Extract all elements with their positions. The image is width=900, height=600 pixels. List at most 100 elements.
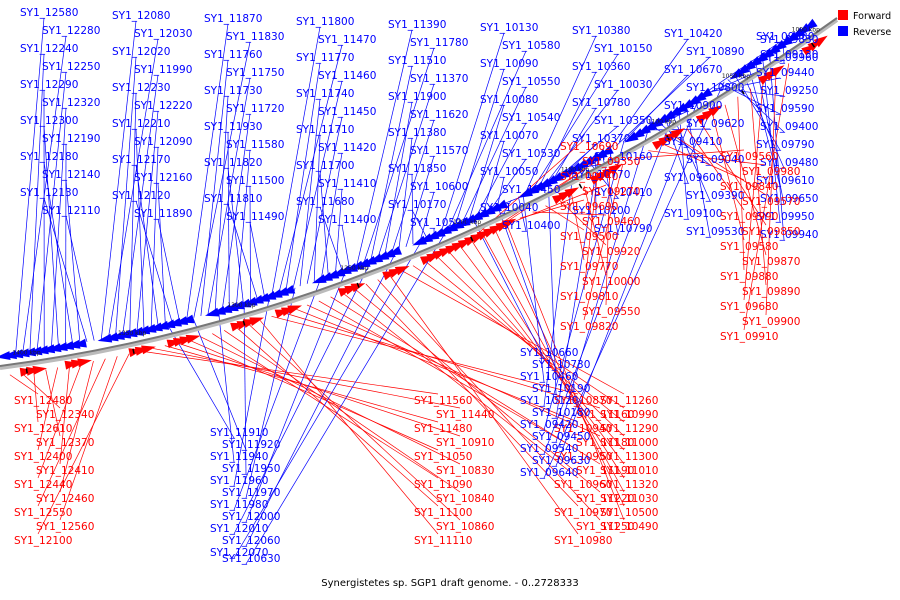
leader-line xyxy=(468,104,505,220)
leader-line xyxy=(135,200,173,324)
gene-label: SY1_10500 xyxy=(600,507,658,519)
gene-label: SY1_10830 xyxy=(436,465,494,477)
reverse-gene-arrow xyxy=(368,253,384,263)
gene-label: SY1_09850 xyxy=(742,226,800,238)
leader-line xyxy=(245,269,347,523)
gene-label: SY1_09440 xyxy=(756,67,814,79)
gene-label: SY1_09450 xyxy=(532,431,590,443)
gene-label: SY1_09820 xyxy=(560,321,618,333)
scale-tick-label: 1050 kbp xyxy=(722,73,750,80)
reverse-gene-arrow xyxy=(449,219,465,230)
leader-line xyxy=(214,95,229,313)
leader-line xyxy=(236,149,251,307)
gene-label: SY1_10030 xyxy=(594,79,652,91)
forward-gene-arrow xyxy=(141,345,156,355)
leader-line xyxy=(475,122,527,217)
gene-label: SY1_09270 xyxy=(582,186,640,198)
reverse-gene-arrow xyxy=(456,216,471,227)
gene-label: SY1_12220 xyxy=(134,100,192,112)
reverse-gene-arrow xyxy=(530,181,546,192)
leader-line xyxy=(482,140,505,214)
gene-label: SY1_10400 xyxy=(502,220,560,232)
gene-label: SY1_09770 xyxy=(560,261,618,273)
scale-tick-mark xyxy=(242,320,246,326)
leader-line xyxy=(685,105,711,238)
gene-label: SY1_12110 xyxy=(42,205,100,217)
reverse-gene-arrow xyxy=(2,350,17,360)
gene-label: SY1_12230 xyxy=(112,82,170,94)
gene-label: SY1_09410 xyxy=(664,136,722,148)
reverse-gene-arrow xyxy=(179,314,195,324)
gene-label: SY1_09350 xyxy=(582,156,640,168)
leader-line xyxy=(341,224,350,269)
reverse-gene-arrow xyxy=(116,329,132,339)
leader-line xyxy=(283,312,601,409)
gene-label: SY1_09870 xyxy=(742,256,800,268)
gene-label: SY1_11720 xyxy=(226,103,284,115)
gene-label: SY1_12320 xyxy=(42,97,100,109)
gene-label: SY1_10120 xyxy=(520,395,578,407)
leader-line xyxy=(506,184,607,225)
leader-line xyxy=(319,170,329,277)
leader-line xyxy=(249,221,266,298)
gene-label: SY1_10910 xyxy=(436,437,494,449)
gene-label: SY1_10410 xyxy=(594,187,652,199)
scale-tick-label: 1400 kbp xyxy=(12,350,40,357)
reverse-gene-arrow xyxy=(40,344,56,354)
gene-label: SY1_10490 xyxy=(600,521,658,533)
leader-line xyxy=(320,152,343,279)
reverse-gene-arrow xyxy=(487,202,502,213)
gene-label: SY1_11890 xyxy=(134,208,192,220)
leader-line xyxy=(249,185,251,302)
gene-label: SY1_11440 xyxy=(436,409,494,421)
reverse-gene-arrow xyxy=(524,184,540,195)
gene-label: SY1_09600 xyxy=(664,172,722,184)
leader-line xyxy=(218,311,235,463)
gene-label: SY1_09570 xyxy=(742,196,800,208)
gene-label: SY1_12180 xyxy=(20,151,78,163)
gene-label: SY1_11710 xyxy=(296,124,354,136)
gene-label: SY1_10420 xyxy=(664,28,722,40)
gene-label: SY1_10840 xyxy=(436,493,494,505)
leader-line xyxy=(227,131,230,309)
leader-line xyxy=(318,300,579,451)
leader-line xyxy=(711,112,745,241)
leader-line xyxy=(29,53,45,352)
leader-line xyxy=(506,224,625,521)
gene-label: SY1_10550 xyxy=(502,76,560,88)
leader-line xyxy=(678,109,689,220)
leader-line xyxy=(411,209,428,239)
gene-label: SY1_11780 xyxy=(410,37,468,49)
forward-gene-arrow xyxy=(564,187,579,198)
scale-tick-label: 1150 kbp xyxy=(561,166,589,173)
leader-line xyxy=(724,104,767,256)
gene-label: SY1_10180 xyxy=(532,407,590,419)
gene-label: SY1_11470 xyxy=(318,34,376,46)
leader-line xyxy=(15,17,45,354)
leader-line xyxy=(419,191,435,242)
gene-label: SY1_11290 xyxy=(600,423,658,435)
gene-label: SY1_10990 xyxy=(600,409,658,421)
leader-line xyxy=(496,176,505,207)
leader-line xyxy=(306,116,343,284)
gene-label: SY1_11320 xyxy=(600,479,658,491)
leader-line xyxy=(440,32,505,233)
gene-label: SY1_11510 xyxy=(388,55,446,67)
gene-label: SY1_09240 xyxy=(560,171,618,183)
gene-label: SY1_11770 xyxy=(296,52,354,64)
gene-label: SY1_10350 xyxy=(594,115,652,127)
leader-line xyxy=(319,206,343,272)
leader-line xyxy=(765,71,777,316)
leader-line xyxy=(193,41,251,318)
gene-label: SY1_12410 xyxy=(36,465,94,477)
genome-caption: Synergistetes sp. SGP1 draft genome. - 0… xyxy=(321,578,579,589)
reverse-gene-arrow xyxy=(53,342,68,351)
reverse-gene-arrow xyxy=(803,18,818,31)
reverse-gene-arrow xyxy=(412,235,427,246)
leader-line xyxy=(384,101,413,256)
leader-line xyxy=(503,199,512,214)
gene-label: SY1_11850 xyxy=(388,163,446,175)
backbone-shadow xyxy=(0,18,839,370)
gene-label: SY1_09890 xyxy=(742,286,800,298)
gene-label: SY1_12610 xyxy=(14,423,72,435)
